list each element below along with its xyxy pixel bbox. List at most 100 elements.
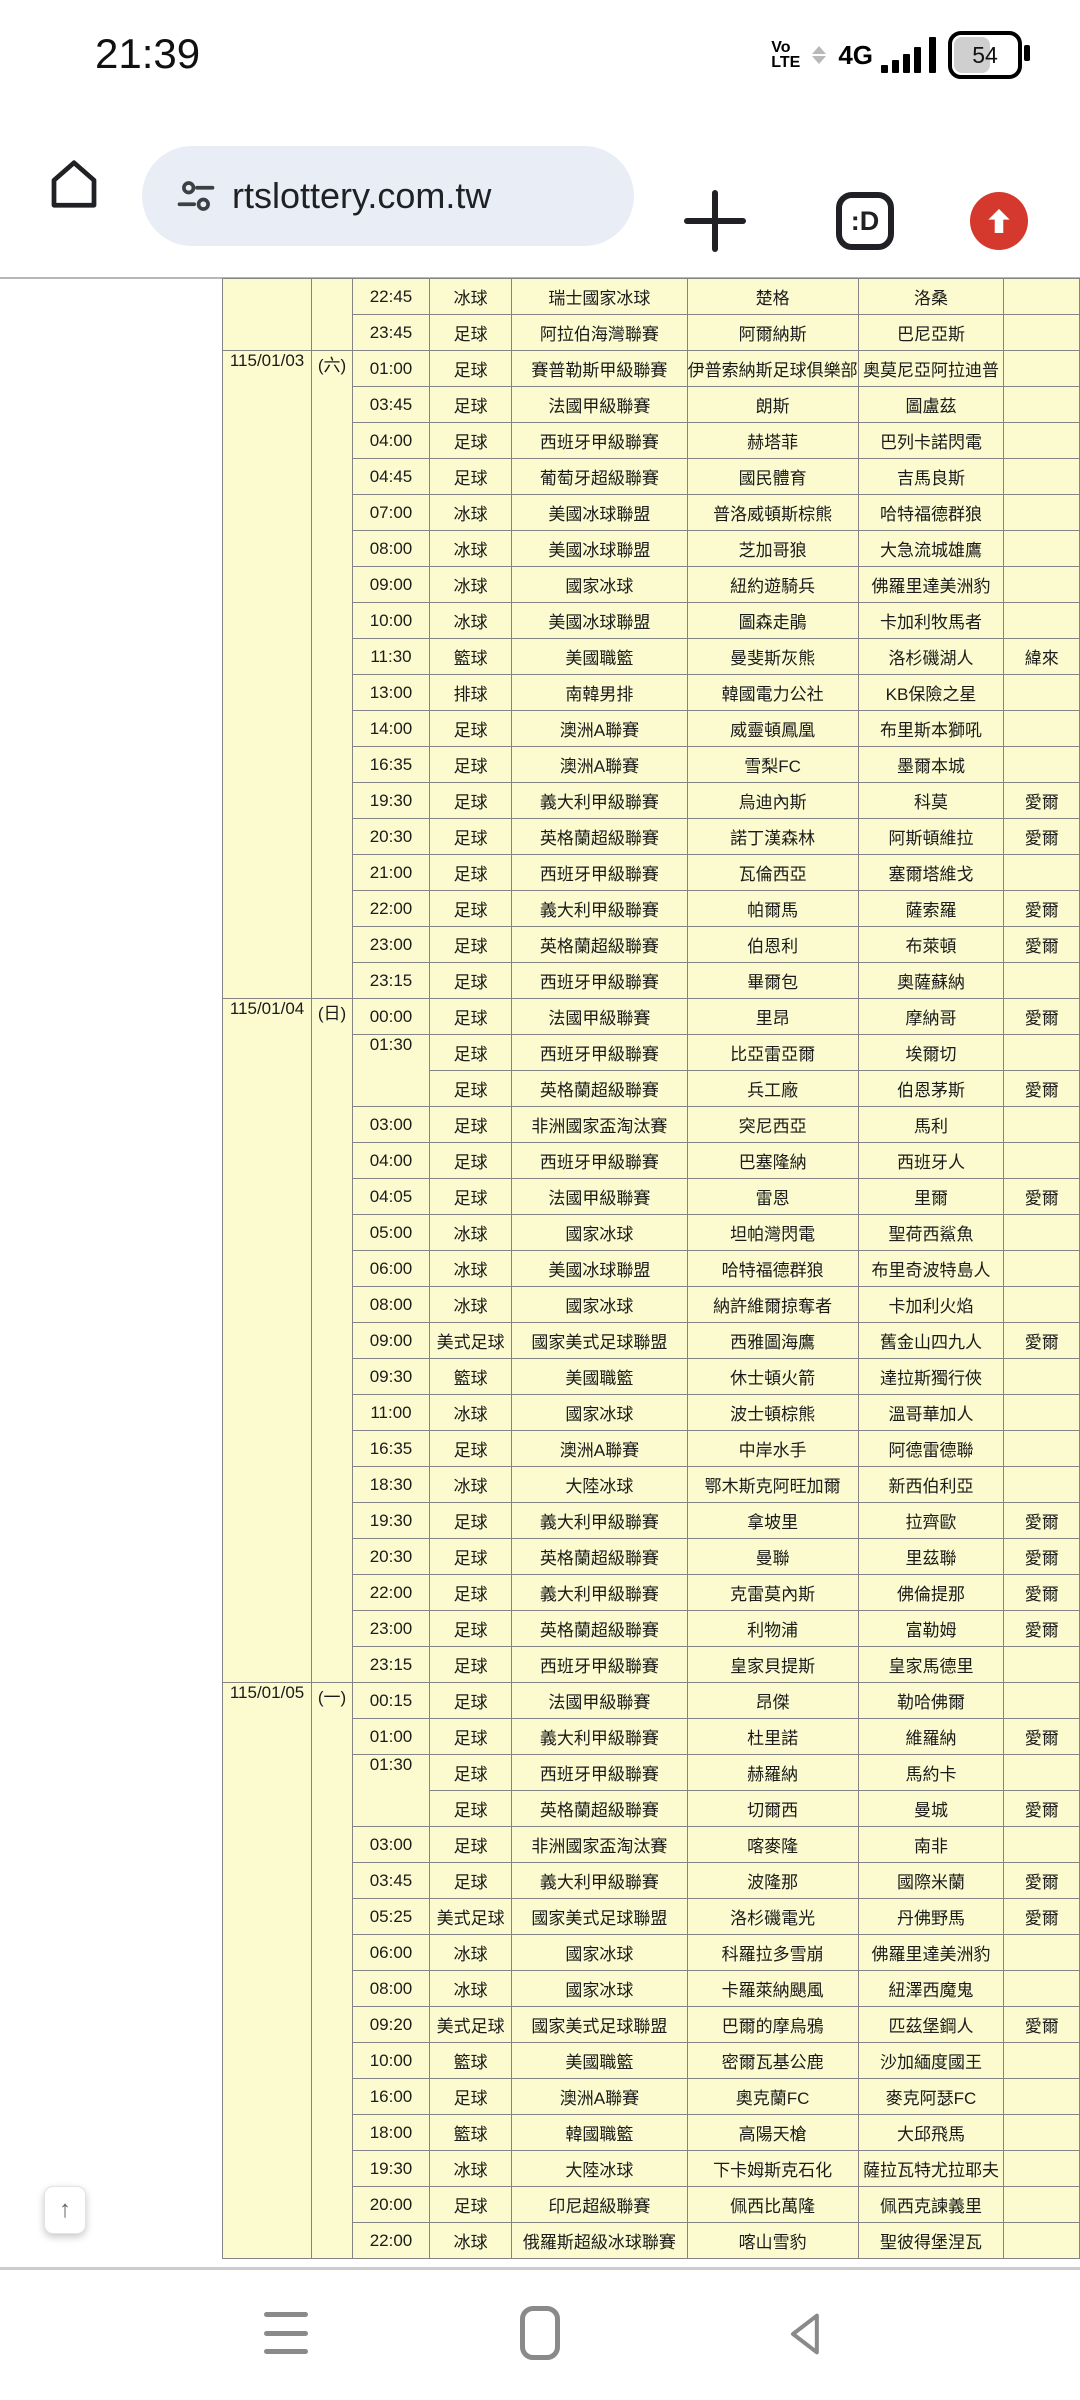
league-cell: 印尼超級聯賽: [511, 2186, 688, 2223]
home-team-cell: 圖森走鵑: [686, 602, 859, 639]
sport-cell: 足球: [428, 1610, 513, 1647]
scroll-to-top-button[interactable]: ↑: [44, 2186, 86, 2234]
away-team-cell: 科莫: [857, 782, 1005, 819]
new-tab-button[interactable]: [684, 190, 746, 252]
channel-cell: [1003, 1826, 1080, 1863]
sport-cell: 足球: [428, 1502, 513, 1539]
battery-percent: 54: [972, 41, 998, 68]
time-cell: 05:00: [351, 1214, 430, 1251]
time-cell: 06:00: [351, 1250, 430, 1287]
league-cell: 英格蘭超級聯賽: [511, 1538, 688, 1575]
table-row: 115/01/04 (日) 00:00 足球 法國甲級聯賽 里昂 摩納哥 愛爾: [222, 998, 1080, 1683]
away-team-cell: 墨爾本城: [857, 746, 1005, 783]
tab-switcher-button[interactable]: :D: [836, 192, 894, 250]
time-cell: 05:25: [351, 1898, 430, 1935]
table-row: 23:45 足球 阿拉伯海灣聯賽 阿爾納斯 巴尼亞斯: [223, 314, 1080, 351]
away-team-cell: 丹佛野馬: [857, 1898, 1005, 1935]
away-team-cell: 佛羅里達美洲豹: [857, 566, 1005, 603]
time-cell: 09:00: [351, 566, 430, 603]
table-row: 08:00 冰球 國家冰球 卡羅萊納颶風 紐澤西魔鬼: [223, 1970, 1080, 2007]
home-team-cell: 昂傑: [686, 1682, 859, 1719]
time-cell: 10:00: [351, 602, 430, 639]
league-cell: 國家冰球: [511, 566, 688, 603]
away-team-cell: 富勒姆: [857, 1610, 1005, 1647]
channel-cell: [1003, 530, 1080, 567]
league-cell: 西班牙甲級聯賽: [511, 854, 688, 891]
league-cell: 澳洲A聯賽: [511, 2078, 688, 2115]
recents-button[interactable]: [264, 2312, 308, 2354]
home-button[interactable]: [44, 154, 104, 214]
sport-cell: 冰球: [428, 566, 513, 603]
url-text: rtslottery.com.tw: [232, 175, 492, 216]
date-cell: 115/01/05: [222, 1682, 313, 2259]
table-row: 05:00 冰球 國家冰球 坦帕灣閃電 聖荷西鯊魚: [223, 1214, 1080, 1251]
sport-cell: 冰球: [428, 530, 513, 567]
sport-cell: 足球: [428, 458, 513, 495]
channel-cell: 愛爾: [1003, 1790, 1080, 1827]
home-team-cell: 皇家貝提斯: [686, 1646, 859, 1683]
channel-cell: [1003, 2078, 1080, 2115]
table-row: 115/01/03 (六) 01:00 足球 賽普勒斯甲級聯賽 伊普索納斯足球俱樂部 奧莫尼…: [222, 350, 1080, 999]
home-team-cell: 卡羅萊納颶風: [686, 1970, 859, 2007]
tune-icon: [177, 181, 215, 211]
home-team-cell: 克雷莫內斯: [686, 1574, 859, 1611]
away-team-cell: 薩索羅: [857, 890, 1005, 927]
home-team-cell: 赫塔菲: [686, 422, 859, 459]
address-bar[interactable]: rtslottery.com.tw: [142, 146, 634, 246]
home-team-cell: 西雅圖海鷹: [686, 1322, 859, 1359]
sport-cell: 足球: [428, 1034, 513, 1071]
home-team-cell: 喀麥隆: [686, 1826, 859, 1863]
sport-cell: 足球: [428, 998, 513, 1035]
channel-cell: 愛爾: [1003, 1718, 1080, 1755]
channel-cell: 愛爾: [1003, 890, 1080, 927]
away-team-cell: 洛杉磯湖人: [857, 638, 1005, 675]
recents-icon: [264, 2312, 308, 2317]
time-cell: 21:00: [351, 854, 430, 891]
table-row: 22:45 冰球 瑞士國家冰球 楚格 洛桑: [222, 278, 1080, 351]
home-team-cell: 瓦倫西亞: [686, 854, 859, 891]
time-cell: 16:35: [351, 1430, 430, 1467]
channel-cell: [1003, 962, 1080, 999]
league-cell: 國家美式足球聯盟: [511, 1322, 688, 1359]
home-team-cell: 切爾西: [686, 1790, 859, 1827]
away-team-cell: 聖荷西鯊魚: [857, 1214, 1005, 1251]
sport-cell: 冰球: [428, 2150, 513, 2187]
sport-cell: 足球: [428, 1826, 513, 1863]
scroll-top-icon: ↑: [59, 2196, 71, 2223]
away-team-cell: 伯恩茅斯: [857, 1070, 1005, 1107]
channel-cell: [1003, 1358, 1080, 1395]
away-team-cell: 南非: [857, 1826, 1005, 1863]
channel-cell: 愛爾: [1003, 1574, 1080, 1611]
away-team-cell: 佩西克諫義里: [857, 2186, 1005, 2223]
away-team-cell: 馬利: [857, 1106, 1005, 1143]
table-row: 19:30 足球 義大利甲級聯賽 烏迪內斯 科莫 愛爾: [223, 782, 1080, 819]
nav-home-button[interactable]: [520, 2306, 560, 2360]
home-team-cell: 中岸水手: [686, 1430, 859, 1467]
date-cell: [222, 278, 313, 351]
channel-cell: [1003, 1250, 1080, 1287]
table-row: 19:30 冰球 大陸冰球 下卡姆斯克石化 薩拉瓦特尤拉耶夫: [223, 2150, 1080, 2187]
channel-cell: [1003, 2222, 1080, 2259]
away-team-cell: 里爾: [857, 1178, 1005, 1215]
channel-cell: [1003, 1934, 1080, 1971]
league-cell: 西班牙甲級聯賽: [511, 422, 688, 459]
league-cell: 賽普勒斯甲級聯賽: [511, 350, 688, 387]
away-team-cell: 阿斯頓維拉: [857, 818, 1005, 855]
sport-cell: 冰球: [428, 278, 513, 315]
sport-cell: 足球: [428, 1646, 513, 1683]
league-cell: 非洲國家盃淘汰賽: [511, 1106, 688, 1143]
volte-icon: Vo LTE: [771, 39, 801, 71]
sport-cell: 足球: [428, 422, 513, 459]
home-team-cell: 烏迪內斯: [686, 782, 859, 819]
browser-update-button[interactable]: [970, 192, 1028, 250]
league-cell: 西班牙甲級聯賽: [511, 1754, 688, 1791]
channel-cell: 愛爾: [1003, 998, 1080, 1035]
time-cell: 13:00: [351, 674, 430, 711]
away-team-cell: 布萊頓: [857, 926, 1005, 963]
table-row: 足球 英格蘭超級聯賽 切爾西 曼城 愛爾: [223, 1790, 1080, 1827]
back-button[interactable]: [782, 2310, 826, 2358]
away-team-cell: 佛羅里達美洲豹: [857, 1934, 1005, 1971]
time-cell: 22:00: [351, 2222, 430, 2259]
away-team-cell: 溫哥華加人: [857, 1394, 1005, 1431]
time-cell: 04:05: [351, 1178, 430, 1215]
